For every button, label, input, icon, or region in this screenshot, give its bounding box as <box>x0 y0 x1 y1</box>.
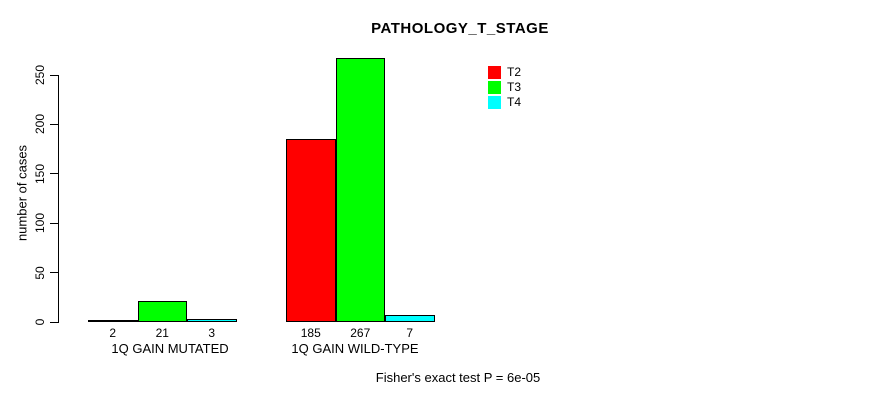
bar-t2-group2 <box>286 139 336 322</box>
y-axis-tick-label: 50 <box>33 265 47 280</box>
bar-t4-group2 <box>385 315 435 322</box>
bar-value-label: 21 <box>155 326 169 340</box>
y-axis-tick <box>50 272 58 274</box>
y-axis-tick-label: 200 <box>33 114 47 135</box>
legend-swatch-t4 <box>488 96 501 109</box>
legend-label-t4: T4 <box>507 95 522 109</box>
y-axis-tick <box>50 123 58 125</box>
stat-annotation: Fisher's exact test P = 6e-05 <box>375 370 541 385</box>
bar-value-label: 7 <box>406 326 414 340</box>
bar-t3-group2 <box>335 58 385 322</box>
y-axis-tick-label: 250 <box>33 64 47 86</box>
y-axis-tick <box>50 321 58 323</box>
legend-label-t2: T2 <box>507 65 522 79</box>
bar-value-label: 2 <box>109 326 117 340</box>
bar-t3-group1 <box>137 301 187 322</box>
y-axis-tick-label: 0 <box>33 318 47 326</box>
chart-title: PATHOLOGY_T_STAGE <box>371 20 549 37</box>
legend-swatch-t3 <box>488 81 501 94</box>
y-axis-tick <box>50 173 58 175</box>
legend-label-t3: T3 <box>507 80 522 94</box>
bar-value-label: 185 <box>300 326 321 340</box>
legend-swatch-t2 <box>488 66 501 79</box>
x-group-label: 1Q GAIN WILD-TYPE <box>291 341 419 356</box>
bar-t4-group1 <box>187 319 237 322</box>
bar-t2-group1 <box>88 320 138 322</box>
y-axis-tick <box>50 222 58 224</box>
y-axis-tick-label: 100 <box>33 213 47 234</box>
bar-value-label: 267 <box>350 326 371 340</box>
bar-value-label: 3 <box>208 326 216 340</box>
y-axis-line <box>58 75 59 323</box>
y-axis-tick-label: 150 <box>33 163 47 184</box>
x-group-label: 1Q GAIN MUTATED <box>111 341 229 356</box>
y-axis-tick <box>50 74 58 76</box>
